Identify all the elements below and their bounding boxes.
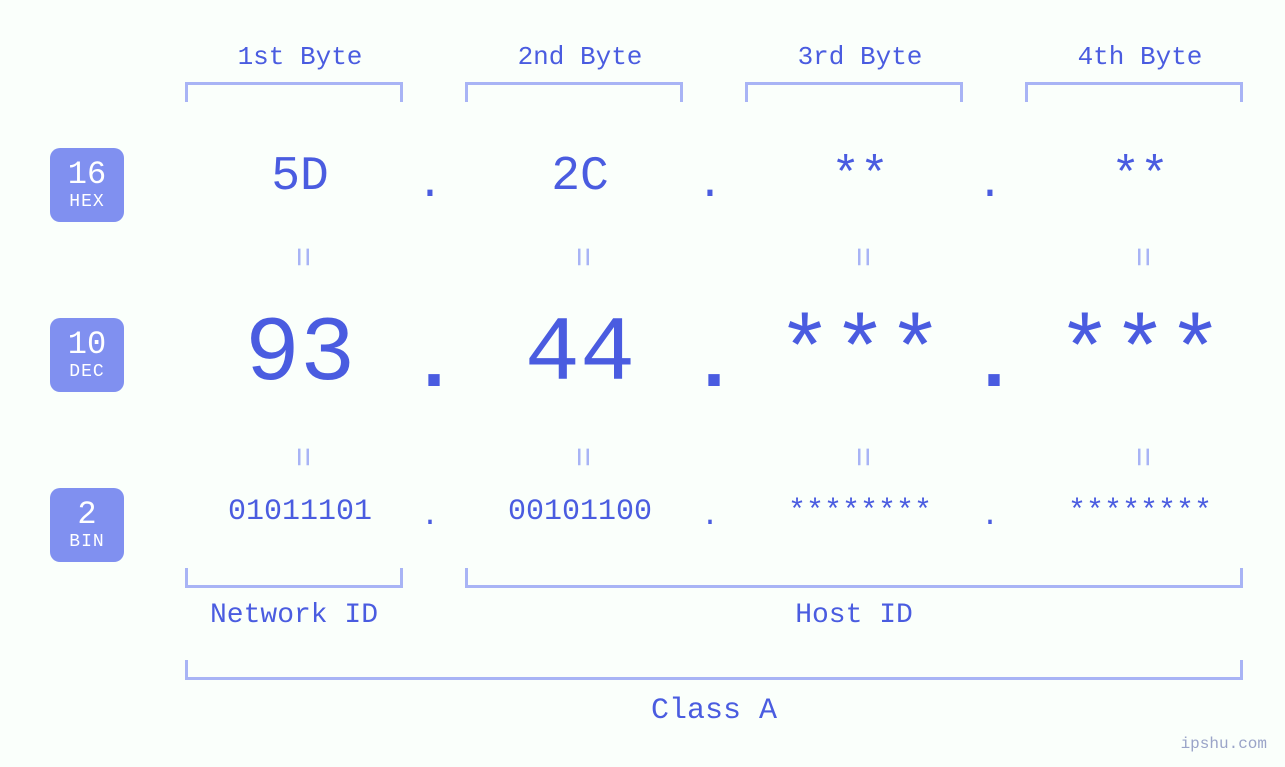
- top-bracket-3: [745, 82, 963, 102]
- bin-byte-3: ********: [725, 495, 995, 529]
- bin-byte-2: 00101100: [445, 495, 715, 529]
- top-bracket-1: [185, 82, 403, 102]
- class-label: Class A: [185, 694, 1243, 728]
- dec-byte-2: 44: [445, 302, 715, 407]
- badge-bin-label: BIN: [69, 533, 104, 551]
- eq-decbin-3: =: [841, 437, 879, 477]
- eq-decbin-4: =: [1121, 437, 1159, 477]
- dec-dot-2: .: [690, 320, 730, 411]
- eq-decbin-2: =: [561, 437, 599, 477]
- badge-dec-label: DEC: [69, 363, 104, 381]
- watermark: ipshu.com: [1181, 735, 1267, 753]
- eq-hexdec-3: =: [841, 237, 879, 277]
- hex-byte-2: 2C: [445, 150, 715, 204]
- badge-dec-base: 10: [68, 329, 106, 361]
- eq-hexdec-2: =: [561, 237, 599, 277]
- hex-byte-4: **: [1005, 150, 1275, 204]
- bin-dot-2: .: [690, 500, 730, 534]
- hex-dot-3: .: [970, 160, 1010, 210]
- network-id-label: Network ID: [175, 600, 413, 631]
- bin-dot-3: .: [970, 500, 1010, 534]
- badge-dec: 10 DEC: [50, 318, 124, 392]
- host-id-label: Host ID: [455, 600, 1253, 631]
- dec-byte-3: ***: [725, 302, 995, 407]
- network-bracket: [185, 568, 403, 588]
- top-bracket-4: [1025, 82, 1243, 102]
- bin-dot-1: .: [410, 500, 450, 534]
- dec-dot-1: .: [410, 320, 450, 411]
- host-bracket: [465, 568, 1243, 588]
- hex-dot-2: .: [690, 160, 730, 210]
- dec-byte-1: 93: [165, 302, 435, 407]
- hex-dot-1: .: [410, 160, 450, 210]
- dec-byte-4: ***: [1005, 302, 1275, 407]
- byte-header-1: 1st Byte: [175, 42, 425, 72]
- badge-hex: 16 HEX: [50, 148, 124, 222]
- badge-hex-base: 16: [68, 159, 106, 191]
- bin-byte-4: ********: [1005, 495, 1275, 529]
- bin-byte-1: 01011101: [165, 495, 435, 529]
- badge-bin-base: 2: [77, 499, 96, 531]
- dec-dot-3: .: [970, 320, 1010, 411]
- badge-hex-label: HEX: [69, 193, 104, 211]
- byte-header-2: 2nd Byte: [455, 42, 705, 72]
- byte-header-3: 3rd Byte: [735, 42, 985, 72]
- byte-header-4: 4th Byte: [1015, 42, 1265, 72]
- hex-byte-3: **: [725, 150, 995, 204]
- eq-hexdec-1: =: [281, 237, 319, 277]
- diagram-canvas: 16 HEX 10 DEC 2 BIN 1st Byte 2nd Byte 3r…: [0, 0, 1285, 767]
- eq-hexdec-4: =: [1121, 237, 1159, 277]
- badge-bin: 2 BIN: [50, 488, 124, 562]
- hex-byte-1: 5D: [165, 150, 435, 204]
- top-bracket-2: [465, 82, 683, 102]
- class-bracket: [185, 660, 1243, 680]
- eq-decbin-1: =: [281, 437, 319, 477]
